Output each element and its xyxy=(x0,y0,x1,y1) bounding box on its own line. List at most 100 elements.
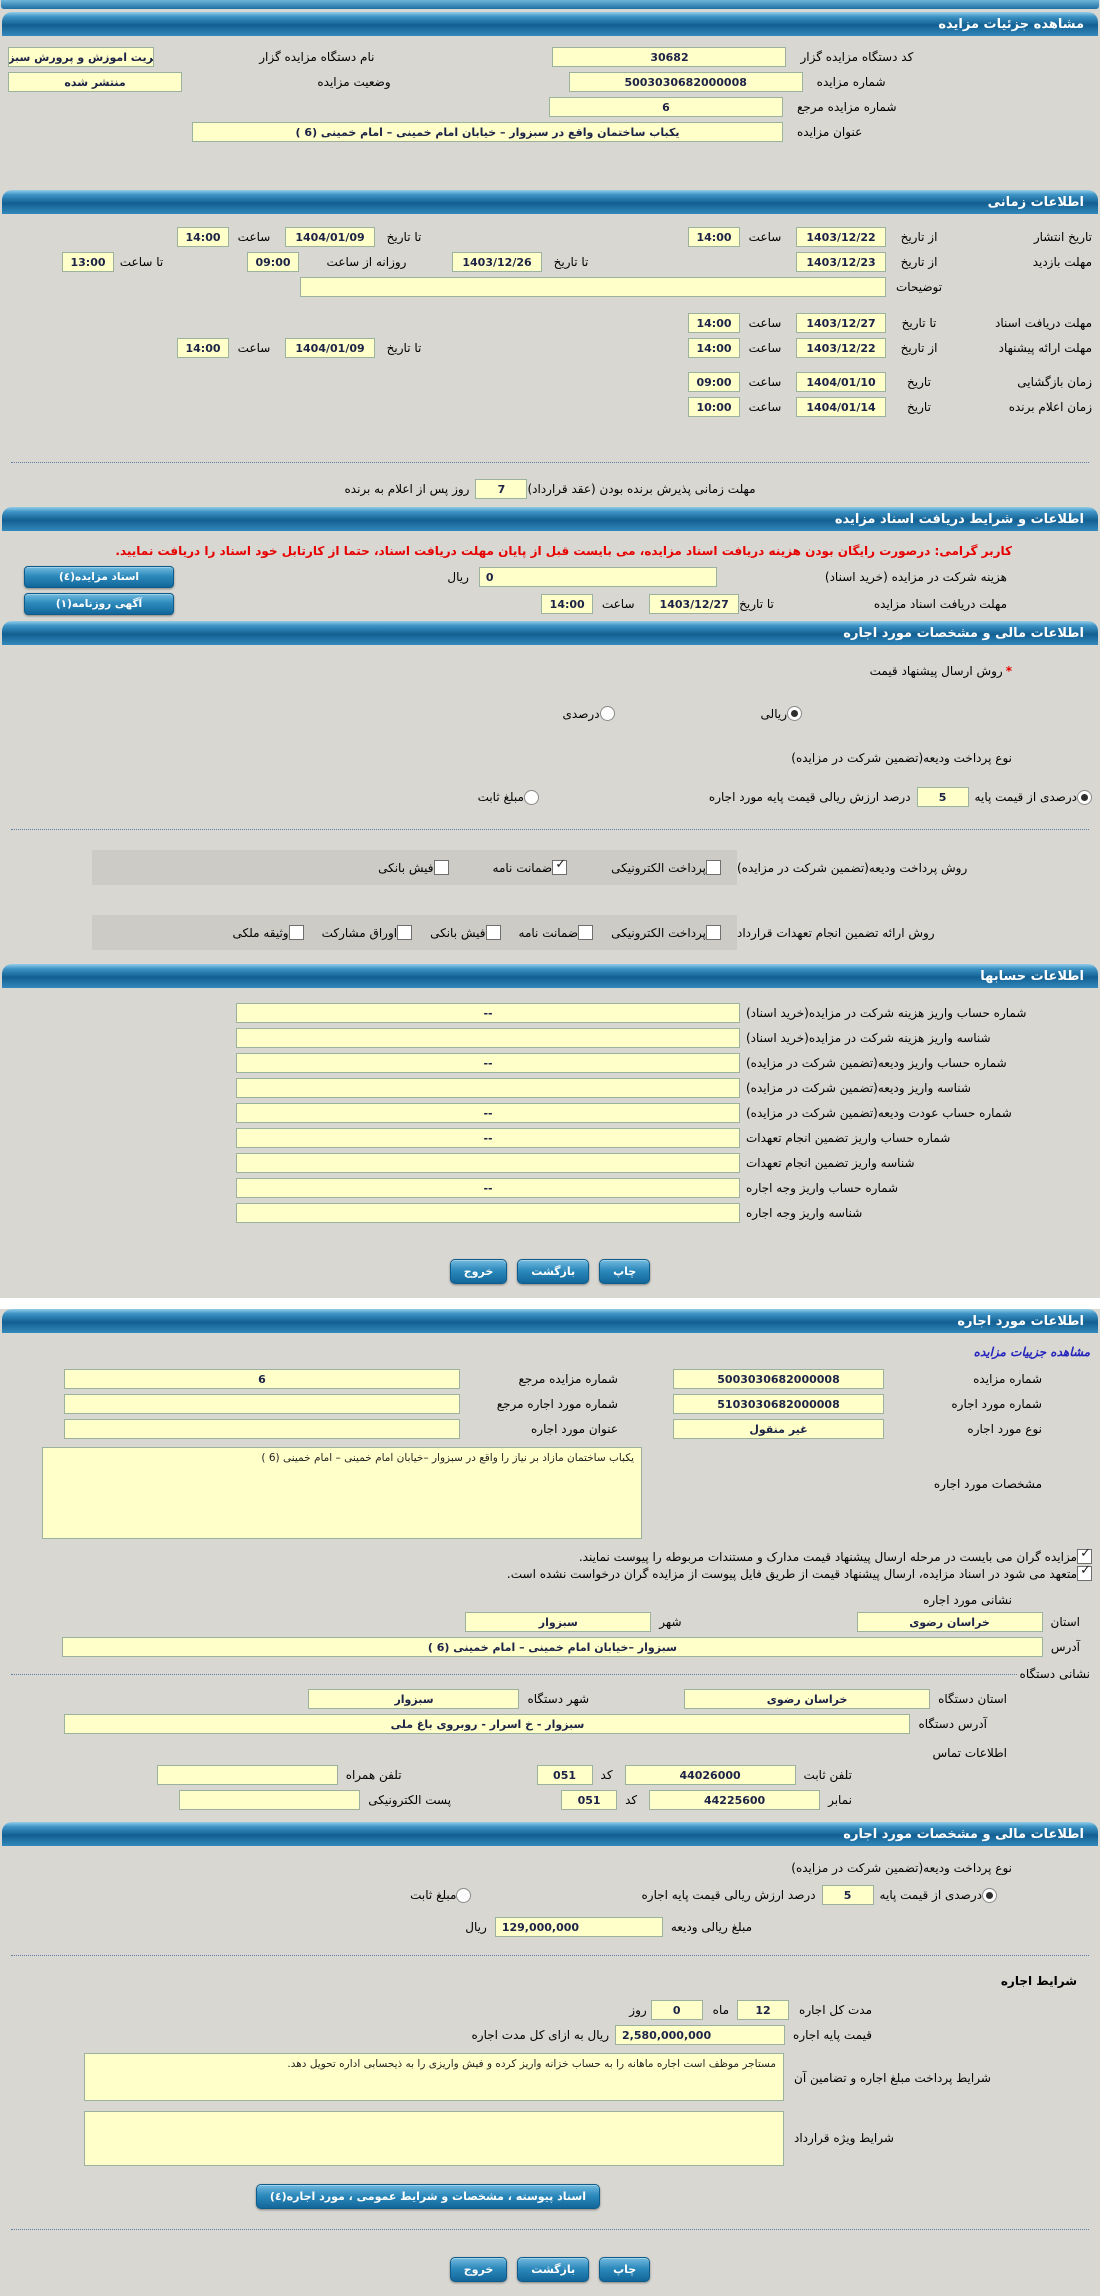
base-percent-radio-2[interactable] xyxy=(982,1887,997,1903)
rial-radio[interactable] xyxy=(787,706,802,721)
opening-time-field[interactable]: 09:00 xyxy=(688,372,740,392)
mobile-field[interactable] xyxy=(156,1765,338,1785)
org-name-field[interactable]: مدیریت اموزش و پرورش سبزوار xyxy=(8,47,154,67)
bank-slip-checkbox[interactable] xyxy=(433,860,449,875)
winner-time-field[interactable]: 10:00 xyxy=(688,397,740,417)
phone-field[interactable]: 44026000 xyxy=(624,1765,796,1785)
rental-auction-no-field[interactable]: 5003030682000008 xyxy=(673,1369,884,1389)
visit-from-time-field[interactable]: 09:00 xyxy=(247,252,299,272)
docs-receive-time-field[interactable]: 14:00 xyxy=(541,594,594,614)
org-province-field[interactable]: خراسان رضوی xyxy=(684,1689,931,1709)
exit-button-bottom[interactable]: خروج xyxy=(449,2257,508,2282)
base-price-field[interactable]: 2,580,000,000 xyxy=(615,2025,786,2045)
status-field[interactable]: منتشر شده xyxy=(8,72,182,92)
city-field[interactable]: سبزوار xyxy=(465,1612,652,1632)
rental-item-ref-field[interactable] xyxy=(64,1394,460,1414)
row-no-file-note: متعهد می شود در اسناد مزایده، ارسال پیشن… xyxy=(8,1563,1092,1581)
auction-number-field[interactable]: 5003030682000008 xyxy=(568,72,803,92)
no-file-checkbox[interactable] xyxy=(1077,1563,1092,1581)
base-percent-field[interactable]: 5 xyxy=(916,787,969,807)
rental-specs-textarea[interactable]: یکباب ساختمان مازاد بر نیاز را واقع در س… xyxy=(42,1447,642,1539)
account-field[interactable] xyxy=(236,1203,740,1223)
offer-to-time-field[interactable]: 14:00 xyxy=(177,338,229,358)
bank-slip2-label: فیش بانکی xyxy=(430,925,486,940)
account-field[interactable] xyxy=(236,1153,740,1173)
base-percent-field-2[interactable]: 5 xyxy=(821,1885,874,1905)
visit-from-date-field[interactable]: 1403/12/23 xyxy=(796,252,886,272)
auction-title-field[interactable]: یکباب ساختمان واقع در سبزوار – خیابان ام… xyxy=(192,122,783,142)
docs-deadline-date-field[interactable]: 1403/12/27 xyxy=(796,313,886,333)
exit-button[interactable]: خروج xyxy=(449,1259,508,1284)
accept-period-field[interactable]: 7 xyxy=(475,479,528,499)
province-field[interactable]: خراسان رضوی xyxy=(856,1612,1043,1632)
rental-type-field[interactable]: غیر منقول xyxy=(673,1419,884,1439)
account-field[interactable]: -- xyxy=(236,1128,740,1148)
docs-deadline-time-field[interactable]: 14:00 xyxy=(688,313,740,333)
publish-from-time-field[interactable]: 14:00 xyxy=(688,227,740,247)
notes-field[interactable] xyxy=(300,277,886,297)
print-button[interactable]: چاپ xyxy=(599,1259,651,1284)
rental-title-field[interactable] xyxy=(64,1419,460,1439)
publish-from-date-field[interactable]: 1403/12/22 xyxy=(796,227,886,247)
payment-terms-textarea[interactable]: مستاجر موظف است اجاره ماهانه را به حساب … xyxy=(84,2053,784,2101)
account-field[interactable] xyxy=(236,1078,740,1098)
rental-auction-ref-label: شماره مزایده مرجع xyxy=(518,1372,618,1386)
attachments-button[interactable]: اسناد پیوسته ، مشخصات و شرایط عمومی ، مو… xyxy=(255,2184,600,2209)
account-label: شماره حساب واریز تضمین انجام تعهدات xyxy=(746,1131,951,1145)
ref-number-field[interactable]: 6 xyxy=(549,97,783,117)
newspaper-ad-button[interactable]: آگهی روزنامه(١) xyxy=(24,593,174,615)
section-header-accounts: اطلاعات حسابها xyxy=(2,964,1098,988)
deposit-amount-field[interactable]: 129,000,000 xyxy=(494,1917,663,1937)
docs-receive-date-field[interactable]: 1403/12/27 xyxy=(649,594,740,614)
rental-auction-ref-field[interactable]: 6 xyxy=(64,1369,460,1389)
guarantee2-checkbox[interactable] xyxy=(578,925,594,940)
account-field[interactable] xyxy=(236,1028,740,1048)
fax-code-field[interactable]: 051 xyxy=(561,1790,618,1810)
account-field[interactable]: -- xyxy=(236,1003,740,1023)
property-collateral-checkbox[interactable] xyxy=(288,925,304,940)
row-rental-type: نوع مورد اجاره غیر منقول عنوان مورد اجار… xyxy=(8,1419,1092,1439)
bonds-checkbox[interactable] xyxy=(397,925,413,940)
account-field[interactable]: -- xyxy=(236,1053,740,1073)
phone-code-field[interactable]: 051 xyxy=(536,1765,593,1785)
visit-to-date-field[interactable]: 1403/12/26 xyxy=(452,252,542,272)
account-field[interactable]: -- xyxy=(236,1178,740,1198)
section-title: اطلاعات حسابها xyxy=(980,968,1084,984)
winner-date-field[interactable]: 1404/01/14 xyxy=(796,397,886,417)
row-contract-guarantee-methods: روش ارائه تضمین انجام تعهدات قرارداد پرد… xyxy=(8,915,1092,950)
account-field[interactable]: -- xyxy=(236,1103,740,1123)
doc-fee-field[interactable]: 0 xyxy=(478,567,717,587)
phone-label: تلفن ثابت xyxy=(803,1768,852,1782)
attach-docs-checkbox[interactable] xyxy=(1077,1546,1092,1564)
offer-to-date-field[interactable]: 1404/01/09 xyxy=(285,338,375,358)
base-percent-radio[interactable] xyxy=(1077,789,1092,805)
print-button-bottom[interactable]: چاپ xyxy=(599,2257,651,2282)
visit-to-time-field[interactable]: 13:00 xyxy=(62,252,114,272)
auction-docs-button[interactable]: اسناد مزایده(٤) xyxy=(24,566,174,588)
offer-from-date-field[interactable]: 1403/12/22 xyxy=(796,338,886,358)
duration-days-field[interactable]: 0 xyxy=(650,2000,703,2020)
duration-months-field[interactable]: 12 xyxy=(737,2000,790,2020)
email-field[interactable] xyxy=(179,1790,361,1810)
guarantee-letter-checkbox[interactable] xyxy=(552,857,568,875)
offer-from-time-field[interactable]: 14:00 xyxy=(688,338,740,358)
epay-checkbox[interactable] xyxy=(706,860,721,875)
epay2-checkbox[interactable] xyxy=(706,925,721,940)
view-auction-details-link[interactable]: مشاهده جزییات مزایده xyxy=(973,1345,1090,1359)
fixed-amount-radio[interactable] xyxy=(523,789,539,805)
auction-code-field[interactable]: 30682 xyxy=(552,47,787,67)
rental-item-no-field[interactable]: 5103030682000008 xyxy=(673,1394,884,1414)
opening-date-field[interactable]: 1404/01/10 xyxy=(796,372,886,392)
fax-field[interactable]: 44225600 xyxy=(649,1790,821,1810)
publish-to-date-field[interactable]: 1404/01/09 xyxy=(285,227,375,247)
bank-slip2-checkbox[interactable] xyxy=(485,925,501,940)
back-button-bottom[interactable]: بازگشت xyxy=(517,2257,590,2282)
org-city-field[interactable]: سبزوار xyxy=(308,1689,520,1709)
percent-radio[interactable] xyxy=(599,706,615,721)
special-terms-textarea[interactable] xyxy=(84,2111,784,2166)
back-button[interactable]: بازگشت xyxy=(517,1259,590,1284)
publish-to-time-field[interactable]: 14:00 xyxy=(177,227,229,247)
fixed-amount-radio-2[interactable] xyxy=(456,1887,472,1903)
org-address-field[interactable]: سبزوار - خ اسرار - روبروی باغ ملی xyxy=(64,1714,911,1734)
address-field[interactable]: سبزوار –خیابان امام خمینی – امام خمینی (… xyxy=(61,1637,1043,1657)
